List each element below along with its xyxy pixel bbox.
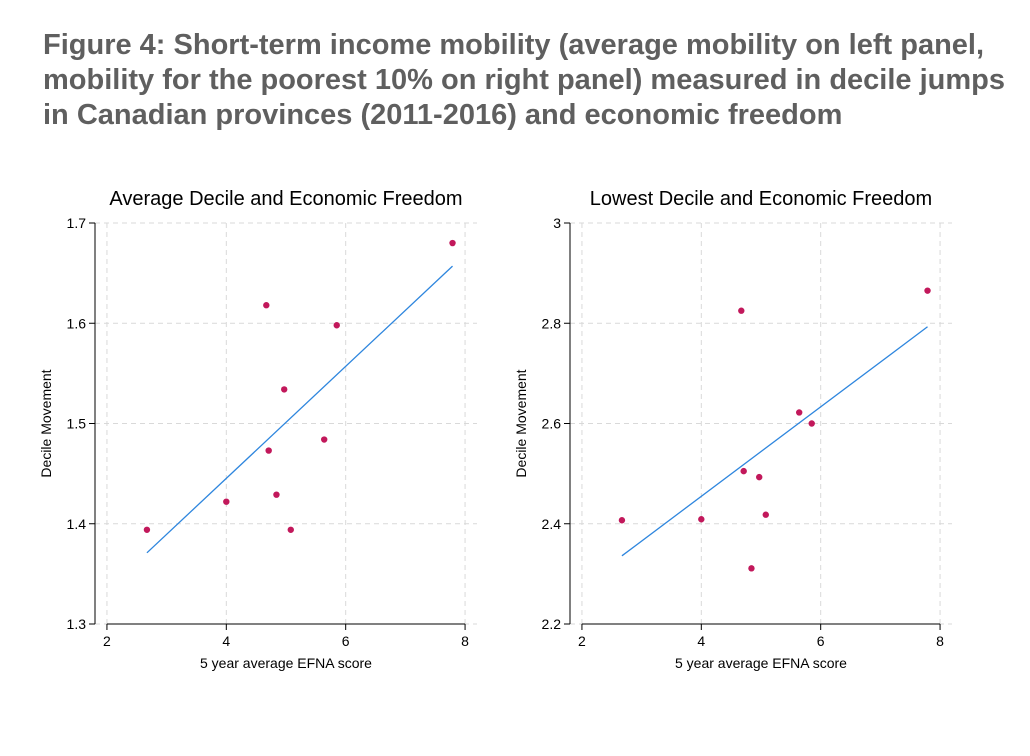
data-point bbox=[924, 287, 931, 294]
figure-title-line-3: in Canadian provinces (2011-2016) and ec… bbox=[43, 99, 843, 131]
y-tick-label: 1.6 bbox=[67, 315, 87, 331]
data-point bbox=[740, 467, 747, 475]
right-panel-chart: 2.2 2.4 2.6 2.8 3 2 4 6 8 Lowest Decile and Econo… bbox=[513, 188, 952, 671]
x-tick-label: 4 bbox=[222, 633, 230, 649]
y-tick-label: 2.2 bbox=[542, 616, 562, 632]
panel-title: Average Decile and Economic Freedom bbox=[109, 188, 462, 210]
panel-title: Lowest Decile and Economic Freedom bbox=[590, 188, 932, 210]
y-tick-label: 2.8 bbox=[542, 315, 562, 331]
figure-title-line-1: Figure 4: Short-term income mobility (av… bbox=[43, 29, 985, 61]
data-point bbox=[748, 565, 755, 572]
y-tick-label: 1.3 bbox=[67, 616, 87, 632]
data-point bbox=[223, 498, 230, 505]
data-point bbox=[287, 526, 294, 533]
data-point bbox=[143, 526, 151, 533]
y-axis-label: Decile Movement bbox=[513, 369, 529, 477]
data-point bbox=[321, 436, 328, 443]
x-tick-label: 4 bbox=[697, 633, 705, 649]
data-point bbox=[698, 516, 705, 523]
data-point bbox=[618, 517, 626, 524]
data-point bbox=[756, 473, 763, 481]
data-point bbox=[762, 511, 769, 518]
figure-title: Figure 4: Short-term income mobility (av… bbox=[43, 28, 1023, 133]
x-axis-label: 5 year average EFNA score bbox=[200, 655, 372, 671]
y-tick-label: 3 bbox=[553, 215, 561, 231]
x-tick-label: 2 bbox=[103, 633, 111, 649]
data-point bbox=[738, 307, 745, 314]
data-point bbox=[263, 302, 270, 309]
y-tick-label: 1.5 bbox=[67, 416, 87, 432]
left-panel-chart: 1.3 1.4 1.5 1.6 1.7 2 4 6 8 Average Decile and Ec… bbox=[38, 188, 477, 671]
data-point bbox=[281, 386, 288, 393]
y-axis-label: Decile Movement bbox=[38, 369, 54, 477]
y-tick-label: 1.7 bbox=[67, 215, 87, 231]
data-point bbox=[808, 420, 815, 427]
data-point bbox=[796, 409, 803, 416]
data-point bbox=[333, 322, 340, 329]
y-tick-label: 2.6 bbox=[542, 416, 562, 432]
fit-line bbox=[621, 326, 928, 557]
x-tick-label: 2 bbox=[578, 633, 586, 649]
fit-line bbox=[146, 265, 453, 554]
x-tick-label: 8 bbox=[461, 633, 469, 649]
y-tick-label: 1.4 bbox=[67, 516, 87, 532]
data-point bbox=[273, 491, 280, 498]
x-axis-label: 5 year average EFNA score bbox=[675, 655, 847, 671]
data-point bbox=[265, 447, 272, 454]
data-point bbox=[449, 239, 456, 247]
x-tick-label: 6 bbox=[817, 633, 825, 649]
y-tick-label: 2.4 bbox=[542, 516, 562, 532]
x-tick-label: 8 bbox=[936, 633, 944, 649]
x-tick-label: 6 bbox=[342, 633, 350, 649]
figure-title-line-2: mobility for the poorest 10% on right pa… bbox=[43, 64, 1005, 96]
